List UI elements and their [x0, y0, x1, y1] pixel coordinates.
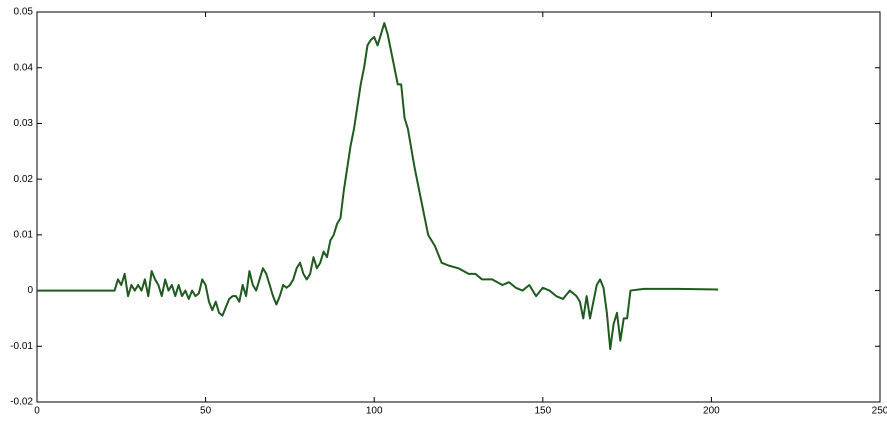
x-tick-label: 50 — [200, 406, 212, 417]
y-tick-label: 0.04 — [14, 62, 34, 73]
x-tick-label: 200 — [703, 406, 720, 417]
x-tick-label: 0 — [34, 406, 40, 417]
y-tick-label: -0.01 — [10, 341, 33, 352]
y-tick-label: 0.05 — [14, 7, 34, 18]
x-tick-label: 150 — [534, 406, 551, 417]
y-tick-label: 0.01 — [14, 229, 34, 240]
y-tick-label: -0.02 — [10, 397, 33, 408]
y-tick-label: 0 — [27, 285, 33, 296]
x-tick-label: 250 — [872, 406, 887, 417]
x-tick-label: 100 — [366, 406, 383, 417]
y-tick-label: 0.02 — [14, 174, 34, 185]
plot-frame — [36, 11, 881, 403]
y-tick-label: 0.03 — [14, 118, 34, 129]
data-line — [37, 22, 719, 351]
